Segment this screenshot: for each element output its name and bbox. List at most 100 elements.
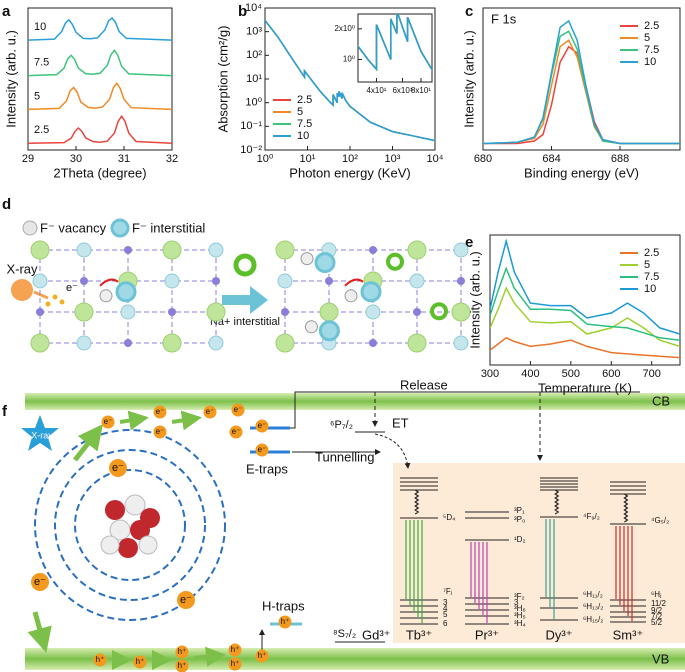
x-tick-label: 30 [70, 153, 82, 165]
x-tick-label: 400 [521, 368, 539, 380]
anion [164, 273, 180, 289]
y-tick-label: 10² [246, 49, 262, 61]
ion-label: Sm³⁺ [613, 627, 644, 642]
et-label: ET [392, 415, 409, 430]
hole [93, 653, 107, 667]
gd-level-label: ⁸S₇/₂ [333, 628, 356, 640]
xray-icon [11, 279, 33, 301]
small-ion [124, 339, 132, 347]
valence-band [25, 648, 685, 670]
series-label: 5 [34, 90, 40, 102]
electron [177, 591, 195, 609]
plot-frame [27, 7, 173, 151]
small-ion [457, 277, 465, 285]
electron-dot [45, 301, 51, 307]
vacancy [344, 289, 358, 303]
hole [228, 657, 242, 671]
x-tick-label: 684 [542, 153, 560, 165]
series-line [28, 114, 172, 144]
series-label: 2.5 [34, 124, 49, 136]
level-label: ³H₆ [514, 604, 526, 613]
na-icon [233, 253, 257, 277]
tunnelling-label: Tunnelling [315, 449, 375, 464]
plot-frame [482, 7, 681, 151]
legend-label: 7.5 [297, 118, 312, 130]
anion [32, 273, 48, 289]
xray-label: X-ray [6, 261, 38, 276]
vacancy-icon [22, 220, 38, 236]
interstitial [318, 320, 340, 342]
level-label: 7/2 [651, 612, 663, 621]
cation [451, 302, 471, 322]
x-tick-label: 6x10¹ [392, 86, 412, 95]
y-tick-label: 10⁰ [245, 97, 262, 109]
x-tick-label: 600 [602, 368, 620, 380]
plot-frame [357, 13, 433, 83]
cation [407, 240, 427, 260]
x-tick-label: 10¹ [300, 153, 316, 165]
ion-box [393, 463, 685, 643]
series-line [28, 17, 172, 41]
gd-level-label: ⁶P₇/₂ [330, 419, 353, 431]
small-ion [369, 339, 377, 347]
hole-label: h⁺ [178, 661, 187, 670]
electron [153, 425, 167, 439]
e-traps-label: E-traps [246, 461, 288, 476]
hole [133, 655, 147, 669]
arrow-label: Na+ interstitial [210, 316, 280, 328]
h-traps-label: H-traps [262, 598, 305, 613]
ion-label: Pr³⁺ [475, 627, 499, 642]
y-tick-label: 10¹ [246, 73, 262, 85]
series-line [28, 49, 172, 77]
electron [109, 459, 127, 477]
level-label: ⁷Fⱼ [443, 587, 452, 596]
release-label: Release [400, 377, 448, 392]
conduction-band [25, 393, 685, 410]
cation [74, 302, 94, 322]
x-tick-label: 29 [22, 153, 34, 165]
y-tick-label: 2x10⁰ [334, 24, 355, 33]
level-label: ³H₄ [514, 619, 526, 628]
level-label: 11/2 [651, 599, 667, 608]
cation [407, 333, 427, 353]
electron-label: e⁻ [156, 427, 165, 436]
series-line [265, 19, 435, 142]
cb-label: CB [652, 393, 670, 408]
nanocrystal [100, 494, 160, 558]
small-ion [325, 277, 333, 285]
big-arrow [222, 286, 268, 314]
xray-star [21, 415, 59, 451]
ion-label: Dy³⁺ [545, 627, 572, 642]
vacancy [99, 289, 113, 303]
interstitial-icon [110, 218, 130, 238]
level-label: ⁶Hⱼ [651, 590, 661, 599]
electron-label: e⁻ [258, 445, 267, 454]
small-ion [124, 246, 132, 254]
series-label: 7.5 [34, 57, 49, 69]
level-label: ³P₁ [514, 506, 525, 515]
anion [120, 304, 136, 320]
orbit [34, 429, 226, 621]
electron [255, 443, 269, 457]
electron-dot [59, 299, 65, 305]
cation [275, 333, 295, 353]
x-tick-label: 700 [643, 368, 661, 380]
et-arrow [374, 433, 411, 469]
x-tick-label: 10² [342, 153, 358, 165]
y-tick-label: 10⁻² [240, 144, 262, 156]
legend-label: 7.5 [644, 44, 659, 56]
series-line [490, 286, 680, 348]
level-label: ³F₂ [514, 592, 525, 601]
legend-label: 10 [644, 56, 656, 68]
orbit [74, 469, 186, 581]
ion-label: Tb³⁺ [406, 627, 432, 642]
electron-label: e⁻ [258, 421, 267, 430]
legend-label: 5 [297, 106, 303, 118]
legend-label: 5 [644, 32, 650, 44]
cation [275, 240, 295, 260]
level-label: 6 [443, 619, 448, 628]
diagram-f: X-ray Release CB VB E-traps H-traps Tunn… [21, 377, 685, 672]
small-ion [36, 308, 44, 316]
excite-arrow [27, 611, 52, 653]
